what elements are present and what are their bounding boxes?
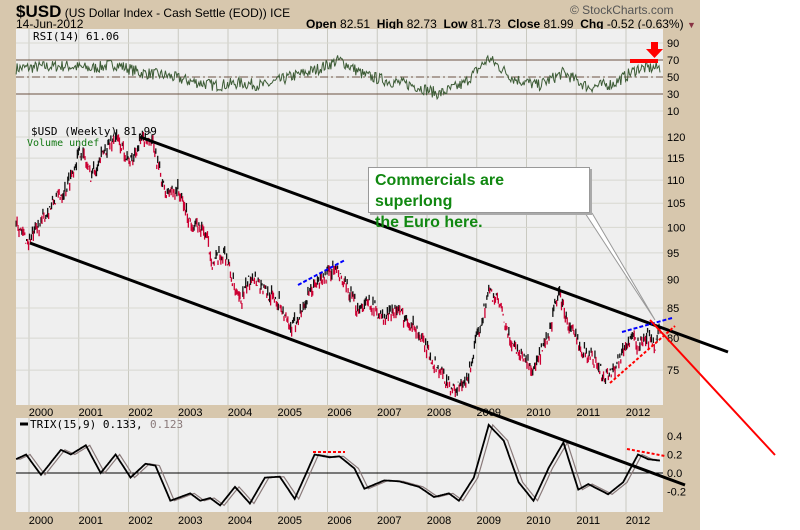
rsi-tick-label: 90: [667, 38, 679, 50]
x-tick-label: 2003: [178, 407, 202, 419]
x-tick-label-bottom: 2002: [128, 515, 152, 527]
rsi-tick-label: 30: [667, 89, 679, 101]
price-tick-label: 105: [667, 198, 685, 210]
trix-legend: TRIX(15,9) 0.133,: [30, 418, 143, 431]
rsi-panel: [16, 29, 663, 127]
price-tick-label: 75: [667, 365, 679, 377]
x-tick-label: 2004: [228, 407, 252, 419]
red-projection-line: [649, 319, 776, 456]
rsi-tick-label: 70: [667, 55, 679, 67]
blue-dashed-trendline: [297, 259, 346, 286]
quote-summary: Open 82.51 High 82.73 Low 81.73 Close 81…: [306, 17, 696, 31]
down-triangle-icon: ▼: [686, 20, 696, 30]
annotation-line-2: the Euro here.: [375, 214, 483, 231]
copyright: © StockCharts.com: [570, 3, 674, 17]
rsi-line: [15, 54, 661, 101]
x-tick-label-bottom: 2007: [377, 515, 401, 527]
x-tick-label: 2000: [29, 407, 53, 419]
chart-title: $USD (US Dollar Index - Cash Settle (EOD…: [16, 2, 291, 21]
rsi-tick-label: 50: [667, 72, 679, 84]
price-tick-label: 115: [667, 153, 685, 165]
price-tick-label: 100: [667, 222, 685, 234]
x-tick-label-bottom: 2009: [477, 515, 501, 527]
trix-tick-label: 0.2: [667, 450, 682, 462]
price-tick-label: 110: [667, 175, 685, 187]
signal-legend: 0.123: [150, 418, 183, 431]
volume-legend: Volume undef: [27, 138, 99, 149]
x-tick-label: 2007: [377, 407, 401, 419]
x-tick-label: 2010: [526, 407, 550, 419]
x-tick-label-bottom: 2003: [178, 515, 202, 527]
price-tick-label: 95: [667, 248, 679, 260]
x-tick-label-bottom: 2000: [29, 515, 53, 527]
upper-channel-trendline: [139, 135, 729, 354]
x-tick-label-bottom: 2005: [278, 515, 302, 527]
x-tick-label: 2005: [278, 407, 302, 419]
rsi-tick-label: 10: [667, 106, 679, 118]
x-tick-label: 2001: [79, 407, 103, 419]
price-legend: $USD (Weekly) 81.99: [31, 125, 157, 138]
trix-tick-label: 0.0: [667, 468, 682, 480]
lower-channel-trendline: [29, 241, 686, 487]
x-tick-label: 2002: [128, 407, 152, 419]
x-tick-label: 2012: [626, 407, 650, 419]
chart-date: 14-Jun-2012: [16, 17, 84, 31]
trix-tick-label: -0.2: [667, 487, 686, 499]
x-tick-label: 2011: [576, 407, 600, 419]
x-tick-label-bottom: 2010: [526, 515, 550, 527]
price-tick-label: 120: [667, 132, 685, 144]
red-down-arrow-icon: [646, 42, 663, 58]
x-tick-label-bottom: 2011: [576, 515, 600, 527]
x-tick-label: 2006: [327, 407, 351, 419]
annotation-line-1: Commercials are superlong: [375, 172, 504, 210]
rsi-legend: RSI(14) 61.06: [33, 30, 119, 43]
x-tick-label-bottom: 2008: [427, 515, 451, 527]
price-tick-label: 90: [667, 275, 679, 287]
callout-pointer: [584, 212, 656, 321]
x-tick-label: 2008: [427, 407, 451, 419]
x-tick-label-bottom: 2012: [626, 515, 650, 527]
trix-panel: [16, 418, 663, 512]
x-tick-label-bottom: 2006: [327, 515, 351, 527]
trix-line: [15, 423, 660, 507]
annotation-callout: Commercials are superlong the Euro here.: [368, 167, 590, 231]
x-tick-label-bottom: 2004: [228, 515, 252, 527]
price-tick-label: 85: [667, 303, 679, 315]
trix-red-dotted-line: [626, 448, 666, 457]
trix-tick-label: 0.4: [667, 431, 682, 443]
x-tick-label-bottom: 2001: [79, 515, 103, 527]
blue-dashed-trendline: [621, 317, 673, 333]
